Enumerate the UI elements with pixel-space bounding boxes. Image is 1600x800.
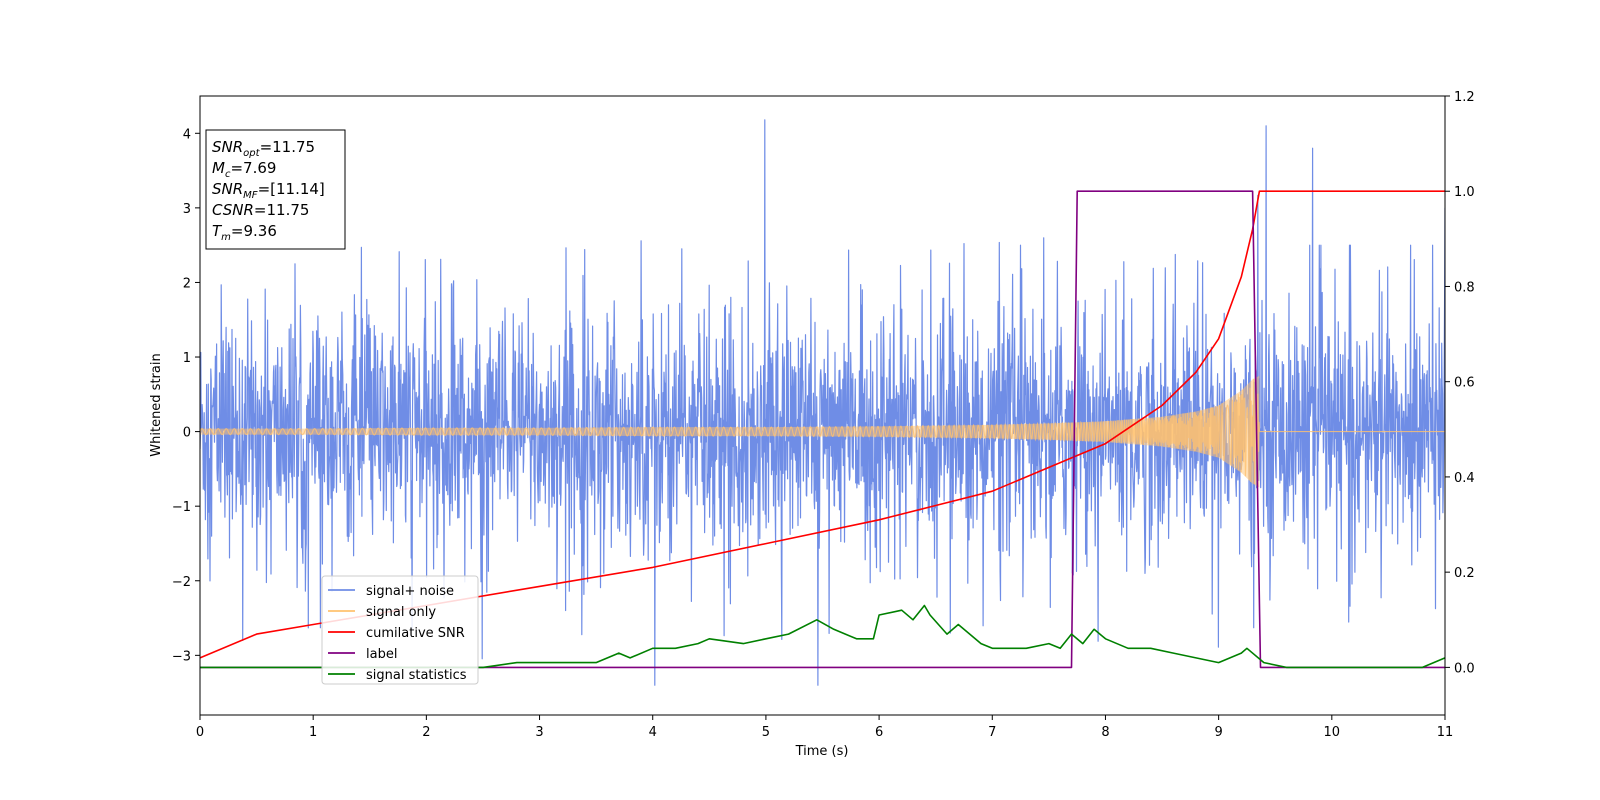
x-tick-label: 7: [988, 725, 996, 740]
y-axis-left: 4 3 2 1 0 −1 −2 −3: [172, 127, 200, 664]
legend-frame: [321, 575, 479, 685]
legend-item: label: [328, 647, 397, 662]
x-tick-label: 3: [535, 725, 543, 740]
y-tick-label: 1: [183, 351, 191, 366]
x-tick-label: 4: [649, 725, 657, 740]
plot-frame: [199, 95, 1446, 716]
series-signal-only-envelope: [200, 375, 1260, 488]
x-tick-label: 1: [309, 725, 317, 740]
y-tick-label: −3: [172, 649, 191, 664]
legend-item: signal+ noise: [328, 584, 454, 599]
legend-label: label: [366, 647, 397, 662]
legend-label: signal only: [366, 605, 436, 620]
y2-tick-label: 1.2: [1454, 90, 1475, 105]
y2-tick-label: 0.6: [1454, 376, 1475, 391]
x-tick-label: 6: [875, 725, 883, 740]
info-box-line: Mc=7.69: [212, 159, 276, 180]
y2-tick-label: 0.4: [1454, 471, 1475, 486]
series-signal-statistics-line: [200, 604, 1445, 669]
x-tick-label: 11: [1437, 725, 1454, 740]
y-axis-label: Whitened strain: [149, 353, 164, 456]
y2-tick-label: 0.0: [1454, 661, 1475, 676]
legend-item: signal only: [328, 605, 436, 620]
x-axis: 0 1 2 3 4 5 6 7 8 9 10 11: [196, 715, 1453, 740]
x-tick-label: 2: [422, 725, 430, 740]
x-tick-label: 5: [762, 725, 770, 740]
x-tick-label: 9: [1214, 725, 1222, 740]
y-axis-right: 1.2 1.0 0.8 0.6 0.4 0.2 0.0: [1445, 90, 1475, 676]
info-box-line: SNRopt=11.75: [212, 138, 315, 159]
info-box-frame: [205, 129, 346, 250]
legend-item: signal statistics: [328, 668, 467, 683]
info-box-line: CSNR=11.75: [212, 201, 309, 219]
legend-label: signal+ noise: [366, 584, 454, 599]
legend-label: signal statistics: [366, 668, 467, 683]
y-tick-label: −2: [172, 575, 191, 590]
legend-label: cumilative SNR: [366, 626, 465, 641]
x-tick-label: 10: [1324, 725, 1341, 740]
x-tick-label: 8: [1101, 725, 1109, 740]
y-tick-label: 0: [183, 426, 191, 441]
x-tick-label: 0: [196, 725, 204, 740]
y-tick-label: 4: [183, 127, 191, 142]
legend-item: cumilative SNR: [328, 626, 465, 641]
info-box-line: SNRMF=[11.14]: [212, 180, 325, 201]
legend: signal+ noise signal only cumilative SNR la…: [321, 575, 479, 685]
info-box-line: Tm=9.36: [212, 222, 277, 243]
info-box: SNRopt=11.75Mc=7.69SNRMF=[11.14]CSNR=11.…: [205, 129, 346, 250]
y-tick-label: 2: [183, 276, 191, 291]
y-tick-label: −1: [172, 500, 191, 515]
y-tick-label: 3: [183, 202, 191, 217]
y2-tick-label: 0.2: [1454, 566, 1475, 581]
y2-tick-label: 0.8: [1454, 280, 1475, 295]
x-axis-label: Time (s): [795, 744, 849, 759]
y2-tick-label: 1.0: [1454, 185, 1475, 200]
series-signal-noise-line: [200, 119, 1445, 686]
